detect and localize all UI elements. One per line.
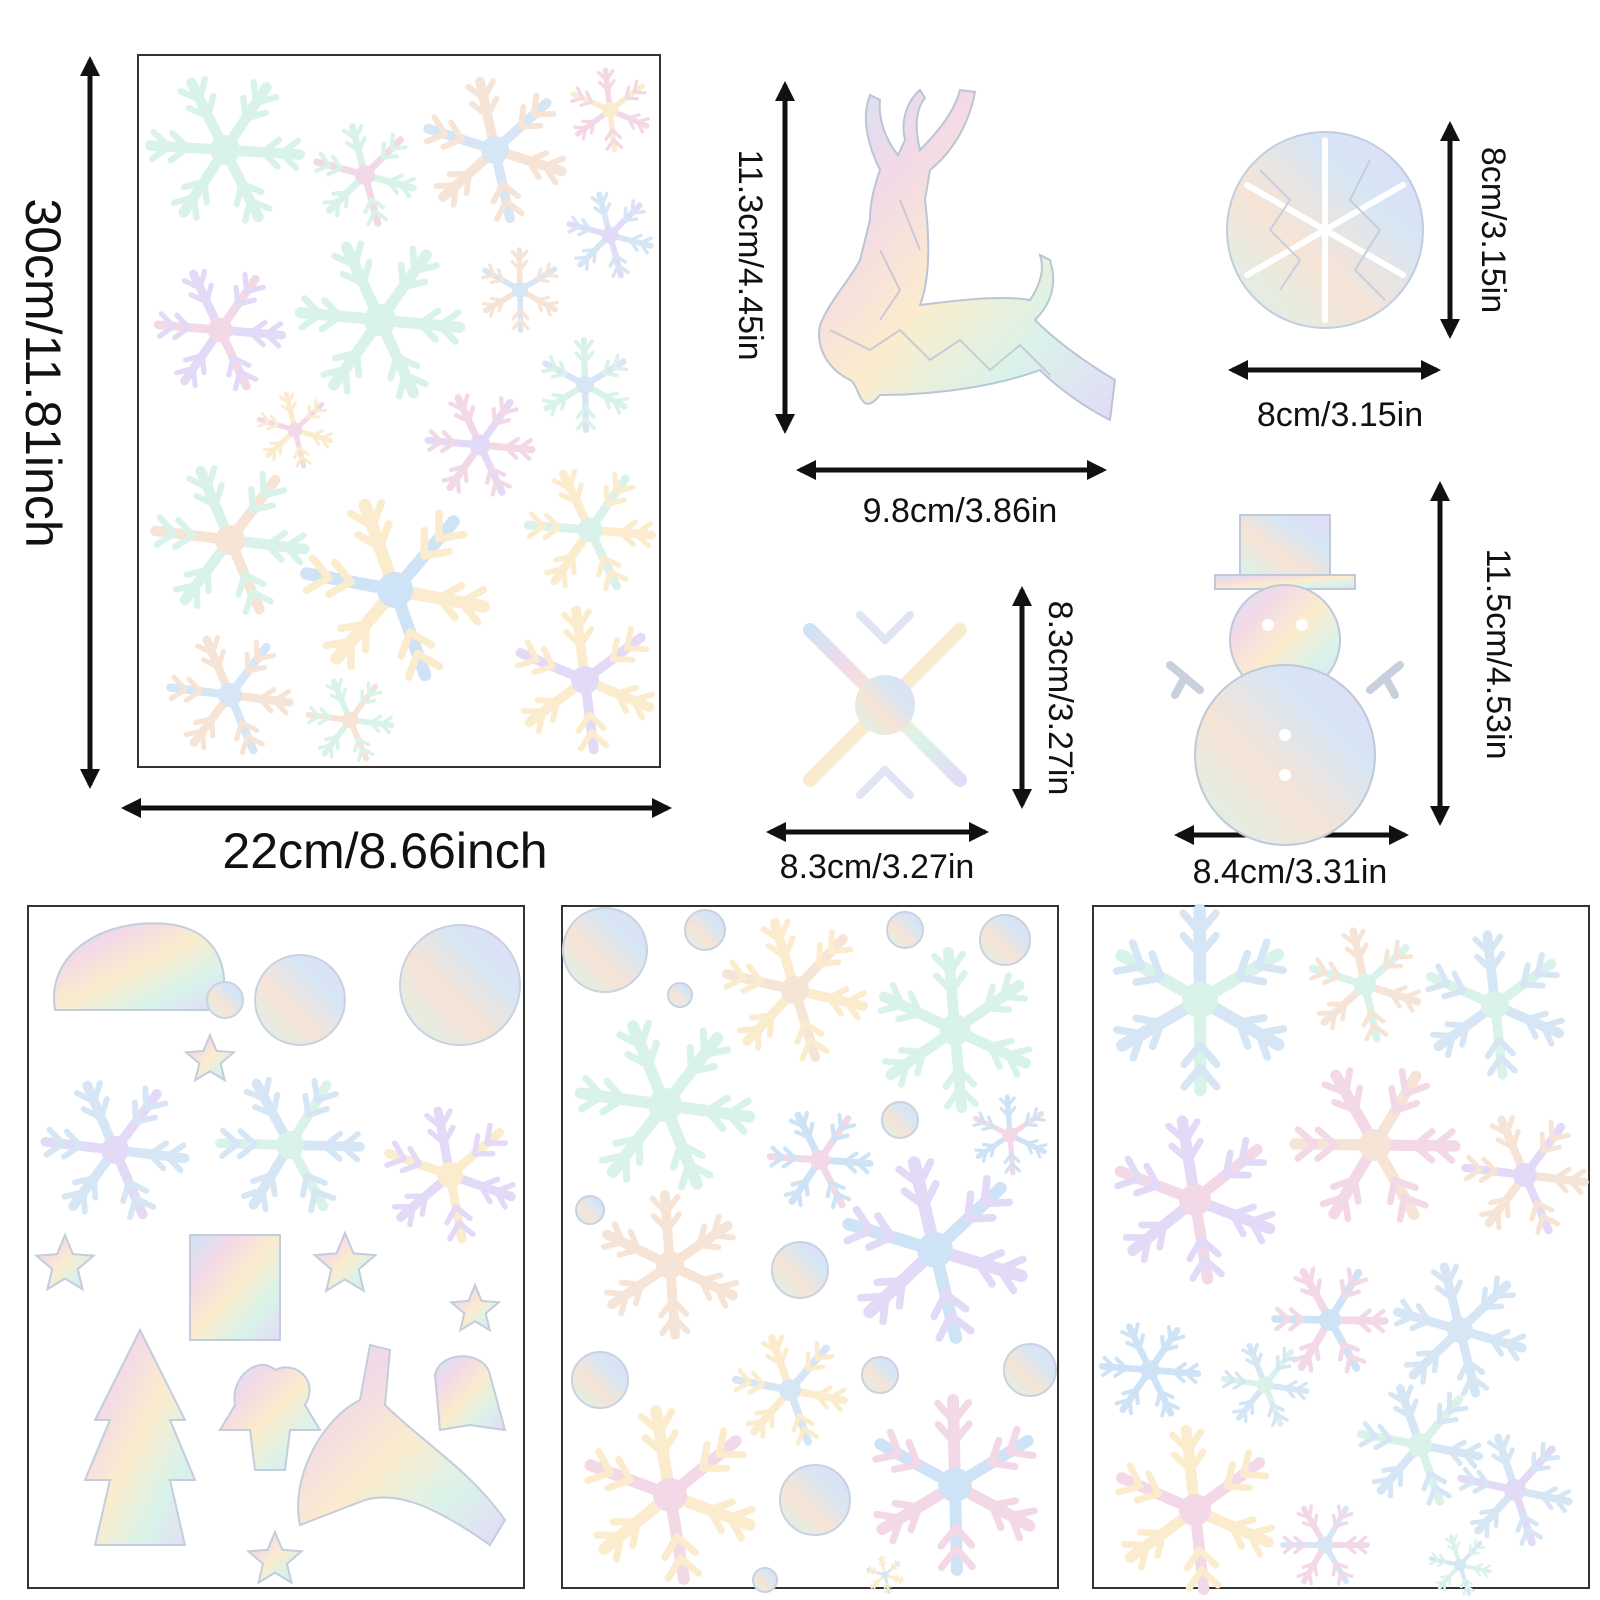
star-sticker (183, 1032, 237, 1083)
snowflake-sticker (1356, 1384, 1484, 1506)
snowflake-sticker (766, 1110, 874, 1210)
snowflake-sticker (1289, 1067, 1461, 1223)
snowflake-sticker (721, 918, 869, 1062)
star-sticker (312, 1230, 378, 1294)
snowflake-sticker (972, 1094, 1048, 1176)
snowflake-sticker (1220, 1342, 1310, 1428)
deer-height-label: 11.3cm/4.45in (731, 149, 769, 361)
bottom-sheet-3-border (1092, 905, 1590, 1589)
snowflake-sticker (768, 593, 1002, 817)
snowflake-sticker (256, 391, 334, 469)
snowflake-sticker (294, 240, 466, 400)
snowflake-sticker (144, 76, 306, 224)
snowflake-sticker (877, 946, 1033, 1114)
round-sticker (562, 907, 648, 993)
snowflake-sticker (523, 468, 657, 592)
snowflake-sticker (1112, 903, 1288, 1097)
round-sticker (667, 982, 693, 1008)
gift-sticker (189, 1234, 281, 1341)
main-sheet-border (137, 54, 661, 768)
snowflake-sticker (574, 1019, 756, 1191)
snowflake-sticker (600, 1190, 740, 1340)
snowflake-sticker (384, 1106, 516, 1244)
snowflake-sticker (1280, 1504, 1370, 1586)
sticker-art (34, 67, 1589, 1596)
snowflake-sticker (541, 336, 629, 434)
star-sticker (34, 1232, 96, 1292)
gingerbread-sticker (218, 1364, 322, 1471)
round-height-label: 8cm/3.15in (1474, 146, 1512, 314)
sheet-height-label: 30cm/11.81inch (15, 198, 71, 548)
bottom-sheet-2-border (561, 905, 1059, 1589)
snowman-height-label: 11.5cm/4.53in (1479, 548, 1517, 760)
snowflake-sticker (215, 1076, 365, 1214)
round-snowflake-sticker (1226, 131, 1424, 329)
snowman-width-label: 8.4cm/3.31in (1192, 853, 1388, 891)
snowflake-sticker (1425, 930, 1565, 1080)
snowflake-sticker (166, 634, 294, 756)
round-width-label: 8cm/3.15in (1256, 396, 1424, 434)
snowflake-sticker (1308, 927, 1422, 1043)
round-sticker (571, 1351, 629, 1409)
snowflake-sticker (1461, 1115, 1589, 1235)
round-sticker (779, 1464, 851, 1536)
star-sticker (245, 1529, 305, 1585)
snowflake-sticker (153, 268, 287, 392)
round-sticker (752, 1567, 778, 1593)
snowflake-height-label: 8.3cm/3.27in (1041, 600, 1079, 796)
snowflake-sticker (842, 1156, 1028, 1344)
snowflake-width-label: 8.3cm/3.27in (779, 848, 975, 886)
snowflake-sticker (584, 1405, 756, 1585)
snowman-sticker (1166, 514, 1404, 846)
snowflake-sticker (1393, 1262, 1527, 1398)
round-sticker (254, 954, 346, 1046)
snowflake-sticker (481, 247, 559, 333)
round-sticker (575, 1195, 605, 1225)
snowflake-sticker (40, 1080, 190, 1220)
snowflake-sticker (1428, 1534, 1492, 1596)
snowflake-sticker (305, 677, 395, 763)
snowflake-sticker (1098, 1322, 1202, 1418)
round-sticker (684, 909, 726, 951)
snowflake-sticker (514, 605, 656, 755)
star-sticker (448, 1282, 502, 1333)
snowflake-sticker (1115, 1424, 1275, 1596)
snowflake-sticker (866, 1555, 904, 1595)
snowflake-sticker (1271, 1266, 1389, 1374)
round-sticker (979, 914, 1031, 966)
round-sticker (206, 981, 244, 1019)
snowflake-sticker (313, 123, 417, 227)
round-sticker (399, 924, 521, 1046)
sheet-width-label: 22cm/8.66inch (222, 823, 548, 879)
reindeer-small-sticker (297, 1343, 507, 1547)
round-sticker (1003, 1343, 1057, 1397)
snowflake-sticker (423, 76, 567, 224)
bell-sticker (433, 1355, 507, 1432)
reindeer-sticker (818, 88, 1117, 422)
snowflake-sticker (150, 465, 310, 615)
snowflake-sticker (1114, 1115, 1276, 1285)
snowflake-sticker (872, 1394, 1038, 1576)
deer-width-label: 9.8cm/3.86in (862, 492, 1058, 530)
santa-hat-sticker (52, 922, 226, 1011)
snowflake-sticker (570, 67, 650, 153)
snowflake-sticker (424, 393, 536, 497)
snowflake-sticker (1457, 1433, 1573, 1547)
round-sticker (881, 1101, 919, 1139)
bottom-sheet-1-border (27, 905, 525, 1589)
christmas-tree-sticker (83, 1327, 197, 1546)
snowflake-sticker (732, 1334, 848, 1446)
round-sticker (861, 1356, 899, 1394)
round-sticker (886, 911, 924, 949)
snowflake-sticker (300, 498, 490, 682)
snowflake-sticker (566, 191, 654, 279)
round-sticker (771, 1241, 829, 1299)
